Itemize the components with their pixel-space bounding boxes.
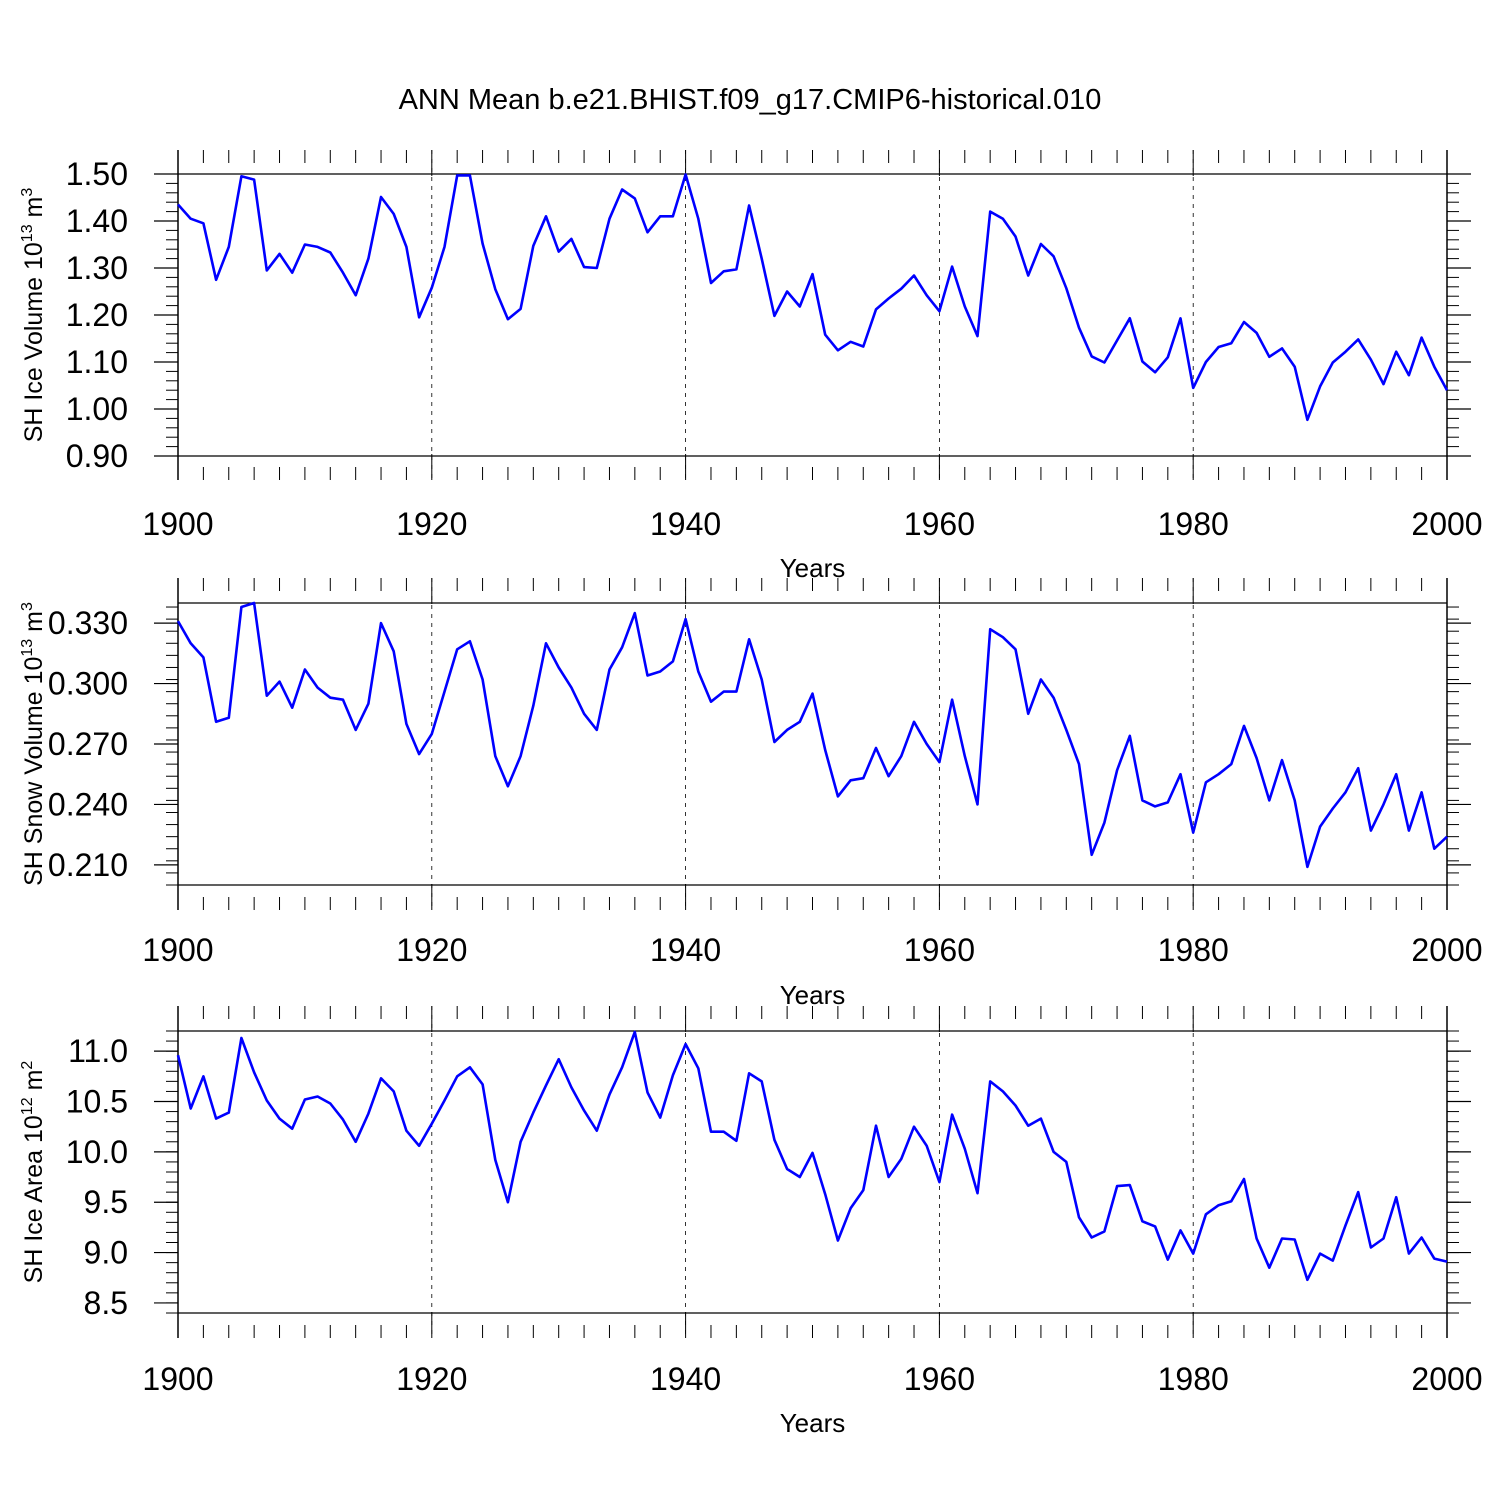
y-tick-label: 1.20 xyxy=(66,297,128,333)
y-tick-label: 9.5 xyxy=(84,1184,128,1220)
y-tick-label: 0.300 xyxy=(48,666,128,702)
x-tick-label: 1900 xyxy=(142,506,213,542)
x-tick-label: 1940 xyxy=(650,1361,721,1397)
x-tick-label: 2000 xyxy=(1411,506,1482,542)
x-tick-label: 2000 xyxy=(1411,932,1482,968)
y-tick-label: 9.0 xyxy=(84,1235,128,1271)
ice-area-panel: 1900 1920 1940 1960 1980 2000 Years 11.0 10.5 10.… xyxy=(19,1006,1483,1438)
y-axis-label: SH Ice Volume 1013 m3 xyxy=(19,188,48,443)
x-tick-label: 1960 xyxy=(904,1361,975,1397)
y-tick-label: 0.90 xyxy=(66,438,128,474)
series-line xyxy=(177,173,1449,422)
y-tick-label: 0.270 xyxy=(48,726,128,762)
y-axis-label: SH Ice Area 1012 m2 xyxy=(19,1061,48,1284)
x-tick-label: 1980 xyxy=(1158,506,1229,542)
y-tick-label: 0.240 xyxy=(48,786,128,822)
y-tick-label: 1.10 xyxy=(66,344,128,380)
x-tick-label: 1940 xyxy=(650,506,721,542)
x-tick-label: 1960 xyxy=(904,506,975,542)
x-tick-label: 1980 xyxy=(1158,932,1229,968)
snow-volume-panel: 1900 1920 1940 1960 1980 2000 Years 0.330 0.300 0… xyxy=(19,578,1483,1010)
x-tick-label: 1900 xyxy=(142,1361,213,1397)
x-tick-label: 1920 xyxy=(396,1361,467,1397)
y-tick-label: 0.330 xyxy=(48,605,128,641)
x-tick-label: 1960 xyxy=(904,932,975,968)
y-tick-label: 11.0 xyxy=(68,1033,128,1069)
y-tick-label: 1.50 xyxy=(66,156,128,192)
y-tick-label: 1.00 xyxy=(66,391,128,427)
y-tick-label: 1.30 xyxy=(66,250,128,286)
y-tick-label: 0.210 xyxy=(48,847,128,883)
x-tick-label: 1940 xyxy=(650,932,721,968)
y-axis-label: SH Snow Volume 1013 m3 xyxy=(19,602,48,886)
series-line xyxy=(176,601,1448,869)
y-tick-label: 10.0 xyxy=(66,1134,128,1170)
ice-volume-panel: 1900 1920 1940 1960 1980 2000Years1.501.401.3… xyxy=(19,150,1483,583)
x-tick-label: 1980 xyxy=(1158,1361,1229,1397)
y-tick-label: 8.5 xyxy=(84,1285,128,1321)
series-line xyxy=(176,1030,1448,1282)
x-tick-label: 1920 xyxy=(396,932,467,968)
x-tick-label: 2000 xyxy=(1411,1361,1482,1397)
x-axis-label: Years xyxy=(780,980,846,1010)
chart-title: ANN Mean b.e21.BHIST.f09_g17.CMIP6-histo… xyxy=(398,84,1102,116)
x-tick-label: 1900 xyxy=(142,932,213,968)
x-tick-label: 1920 xyxy=(396,506,467,542)
y-tick-label: 10.5 xyxy=(66,1084,128,1120)
y-tick-label: 1.40 xyxy=(66,203,128,239)
x-axis-label: Years xyxy=(780,1408,846,1438)
